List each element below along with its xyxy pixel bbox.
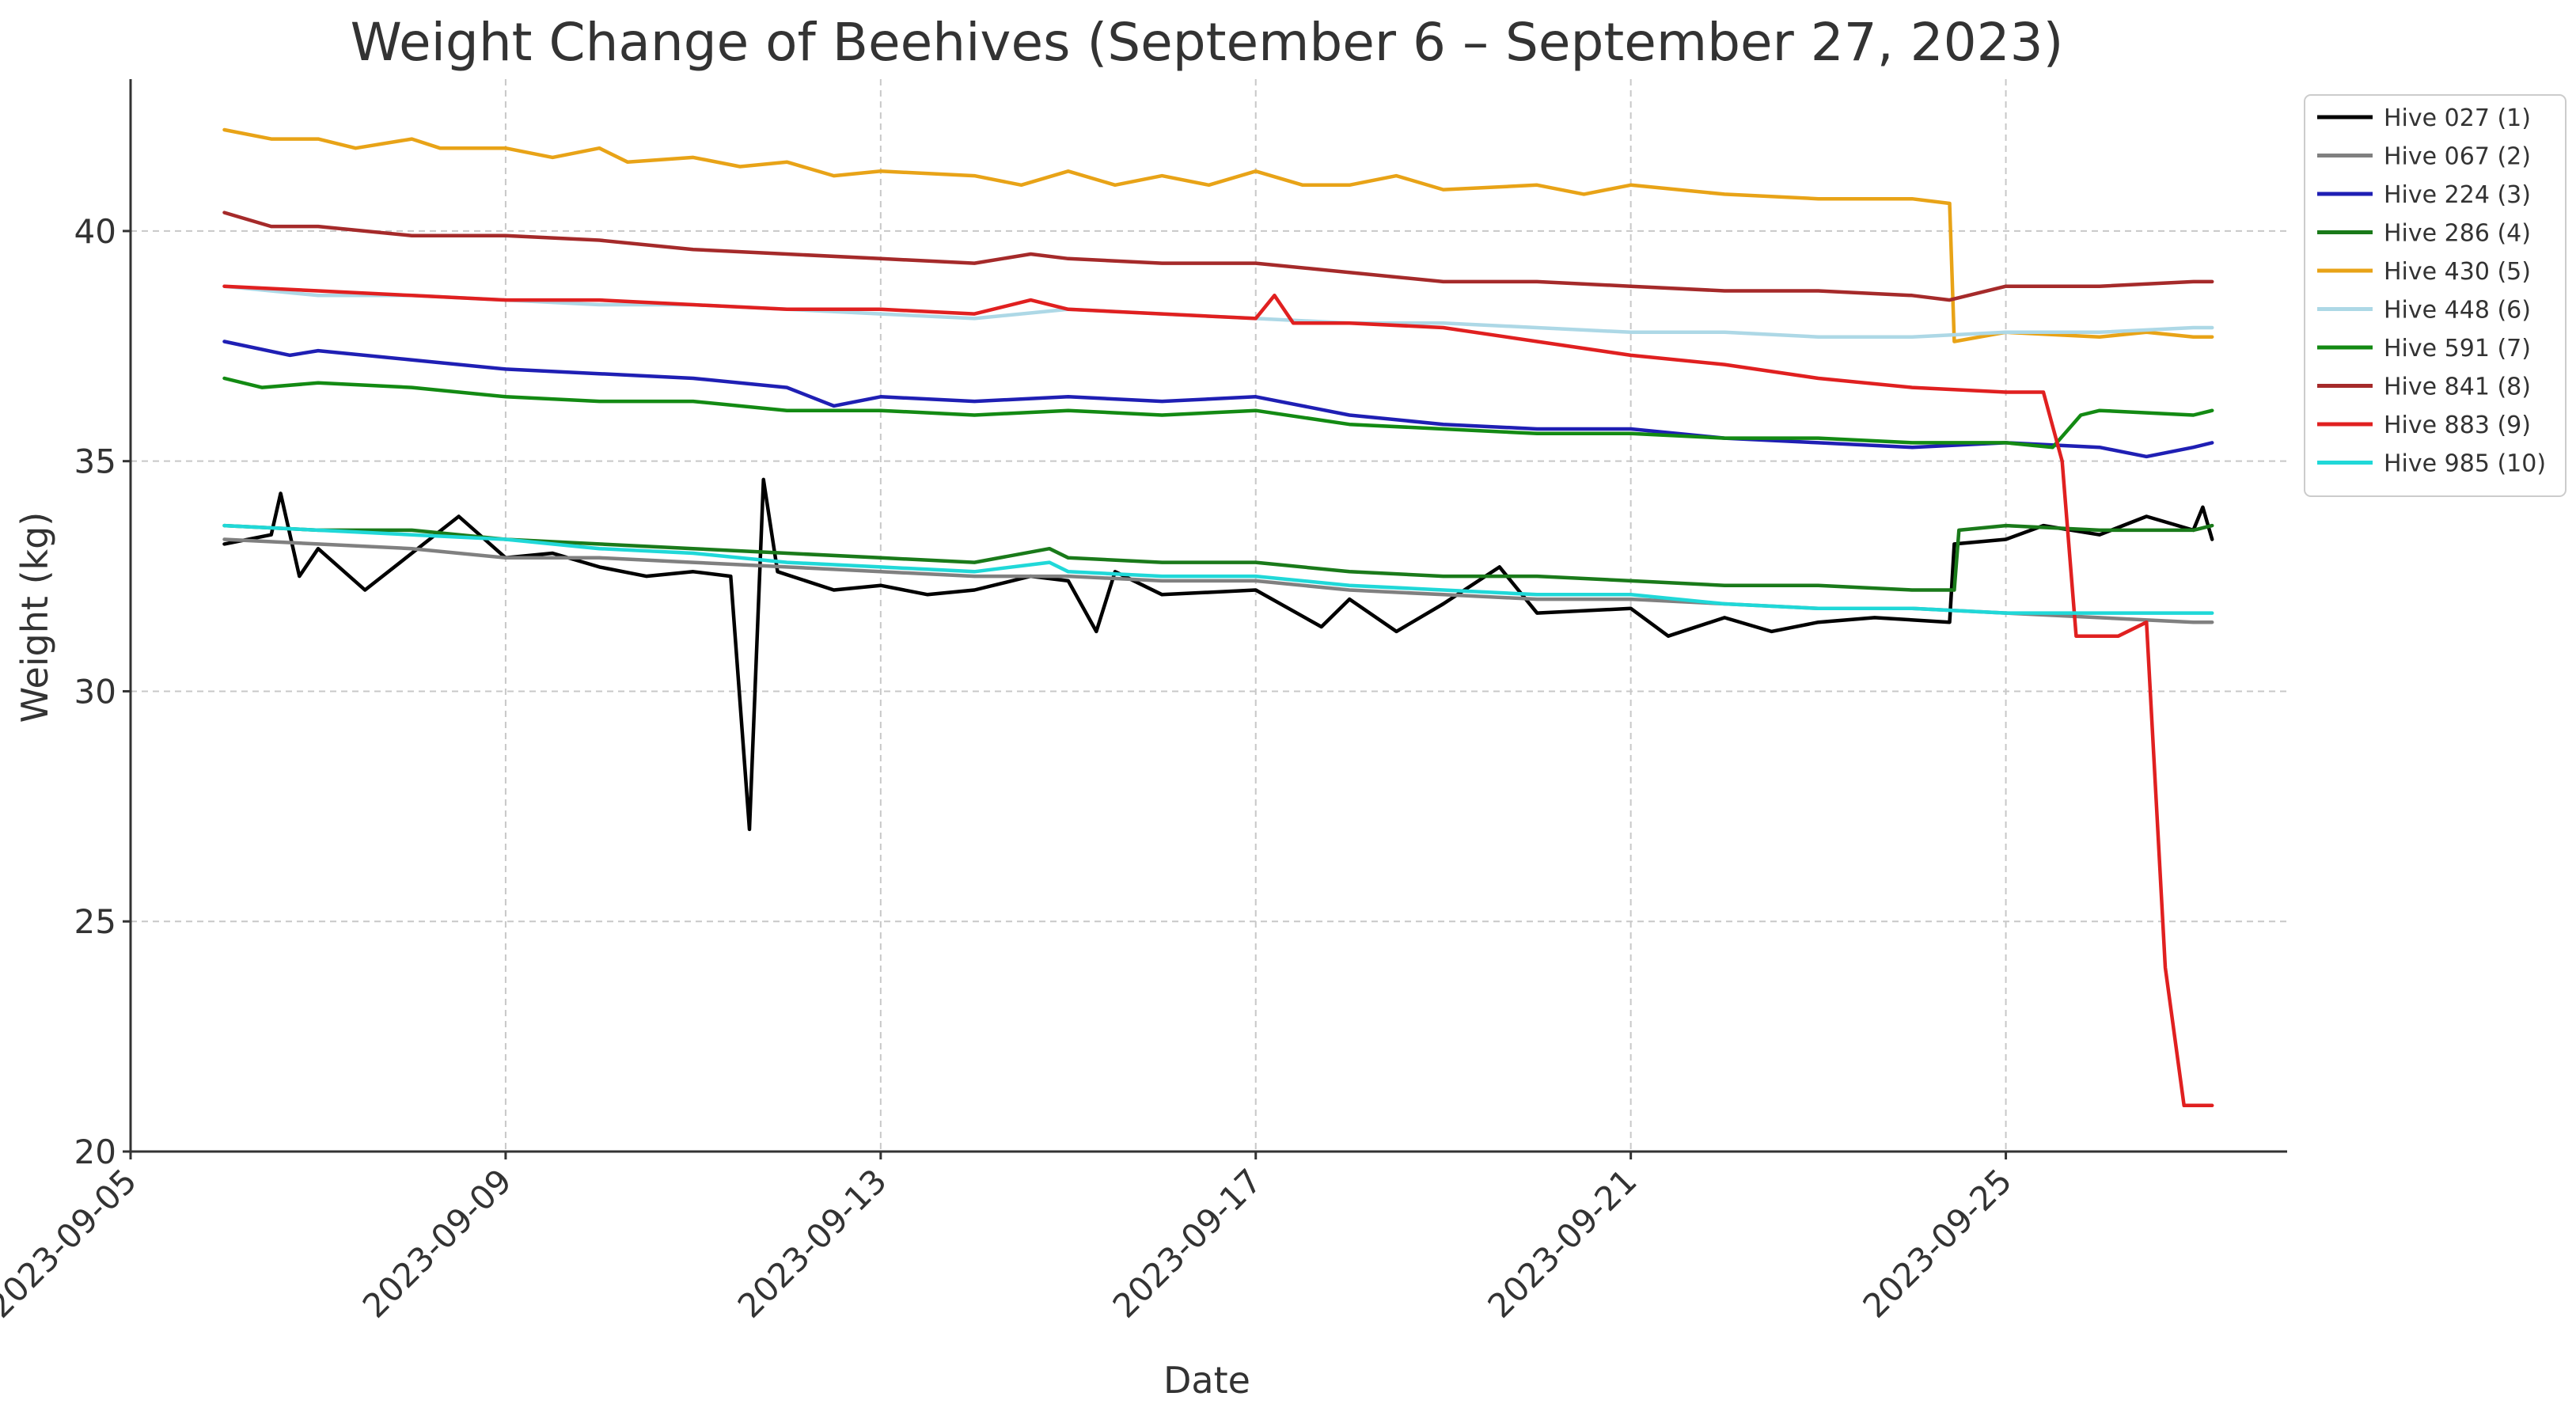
- x-tick-label-4: 2023-09-21: [1480, 1161, 1644, 1325]
- series-line-hive-985-10: [222, 523, 2214, 615]
- y-tick-label-3: 35: [74, 442, 116, 481]
- chart-title: Weight Change of Beehives (September 6 –…: [351, 12, 2064, 73]
- x-tick-label-5: 2023-09-25: [1855, 1161, 2019, 1325]
- legend-label-8: Hive 883 (9): [2384, 412, 2531, 439]
- series-group: [222, 127, 2214, 1108]
- x-axis-label: Date: [1163, 1359, 1250, 1402]
- legend-label-7: Hive 841 (8): [2384, 374, 2531, 401]
- axes: 20 25 30 35 40 2023-09-05 2023-09-09 2023-09-13…: [0, 79, 2287, 1326]
- legend: Hive 027 (1) Hive 067 (2) Hive 224 (3) Hive…: [2304, 94, 2567, 497]
- series-line-hive-883-9: [222, 284, 2214, 1108]
- legend-label-5: Hive 448 (6): [2384, 297, 2531, 324]
- x-tick-label-1: 2023-09-09: [355, 1161, 519, 1325]
- series-line-hive-448-6: [222, 284, 2214, 339]
- legend-label-1: Hive 067 (2): [2384, 143, 2531, 171]
- y-tick-label-0: 20: [74, 1133, 116, 1171]
- legend-label-9: Hive 985 (10): [2384, 450, 2546, 478]
- series-line-hive-430-5: [222, 127, 2214, 343]
- y-tick-label-2: 30: [74, 672, 116, 711]
- y-tick-label-4: 40: [74, 212, 116, 251]
- legend-label-3: Hive 286 (4): [2384, 220, 2531, 248]
- legend-label-2: Hive 224 (3): [2384, 181, 2531, 209]
- series-line-hive-591-7: [222, 376, 2214, 450]
- grid: [130, 79, 2287, 1152]
- x-tick-label-3: 2023-09-17: [1106, 1161, 1269, 1325]
- x-tick-label-0: 2023-09-05: [0, 1161, 144, 1325]
- x-tick-label-2: 2023-09-13: [730, 1161, 894, 1325]
- y-axis-label: Weight (kg): [13, 512, 56, 723]
- series-line-hive-286-4: [222, 523, 2214, 592]
- legend-label-0: Hive 027 (1): [2384, 104, 2531, 132]
- series-line-hive-841-8: [222, 211, 2214, 302]
- y-tick-label-1: 25: [74, 902, 116, 941]
- legend-label-6: Hive 591 (7): [2384, 335, 2531, 362]
- series-line-hive-027-1: [222, 477, 2214, 832]
- legend-label-4: Hive 430 (5): [2384, 258, 2531, 286]
